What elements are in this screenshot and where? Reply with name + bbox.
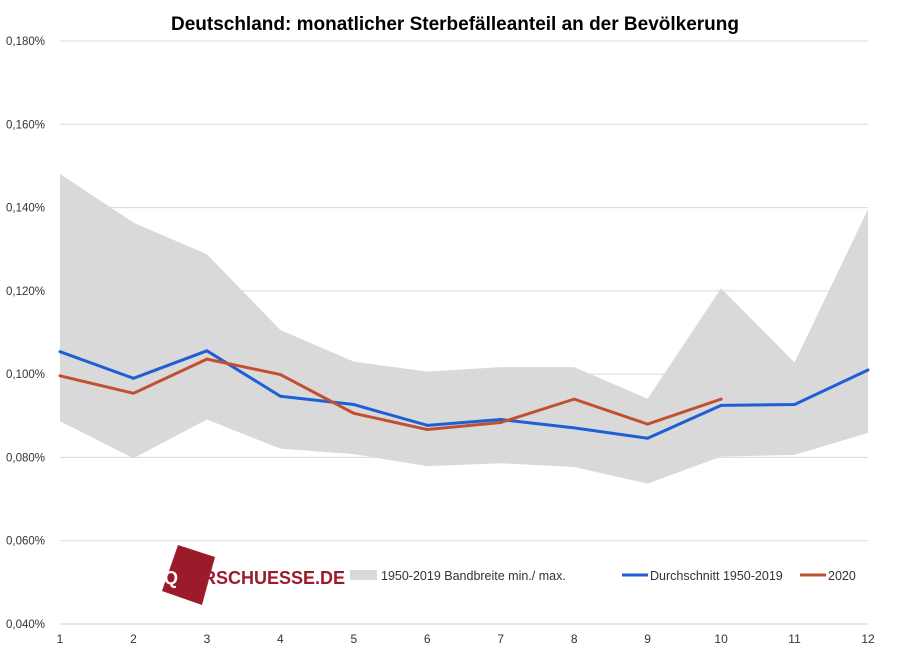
- y-tick-label: 0,160%: [6, 119, 45, 131]
- legend-swatch-band: [350, 570, 377, 580]
- logo-square-mark: [162, 545, 215, 605]
- band-area: [60, 173, 868, 484]
- data-point: [719, 403, 723, 407]
- y-tick-label: 0,060%: [6, 536, 45, 548]
- data-point: [572, 397, 576, 401]
- data-point: [499, 420, 503, 424]
- y-tick-label: 0,180%: [6, 36, 45, 48]
- y-tick-label: 0,040%: [6, 619, 45, 631]
- querschuesse-logo: QUERSCHUESSE.DE: [162, 545, 345, 605]
- x-tick-label: 1: [57, 632, 64, 646]
- x-tick-label: 4: [277, 632, 284, 646]
- data-point: [793, 403, 797, 407]
- series-group: [58, 349, 870, 440]
- x-tick-label: 6: [424, 632, 431, 646]
- data-point: [278, 394, 282, 398]
- legend-label-2020: 2020: [828, 569, 856, 583]
- legend-label-band: 1950-2019 Bandbreite min./ max.: [381, 569, 566, 583]
- series-line-durchschnitt: [59, 349, 869, 440]
- y-axis-ticks: 0,040% 0,060% 0,080% 0,100% 0,120% 0,140% 0,16…: [6, 36, 45, 631]
- data-point: [646, 422, 650, 426]
- data-point: [572, 426, 576, 430]
- band-area-group: [60, 173, 868, 484]
- data-point: [278, 373, 282, 377]
- legend-label-durchschnitt: Durchschnitt 1950-2019: [650, 569, 783, 583]
- data-point: [205, 349, 209, 353]
- data-point: [425, 428, 429, 432]
- data-point: [425, 423, 429, 427]
- data-point: [352, 403, 356, 407]
- data-point: [131, 376, 135, 380]
- data-point: [58, 350, 62, 354]
- y-tick-label: 0,080%: [6, 452, 45, 464]
- x-tick-label: 8: [571, 632, 578, 646]
- x-tick-label: 10: [714, 632, 728, 646]
- chart-title: Deutschland: monatlicher Sterbefälleante…: [171, 14, 739, 35]
- y-tick-label: 0,120%: [6, 286, 45, 298]
- x-tick-label: 5: [350, 632, 357, 646]
- x-tick-label: 12: [861, 632, 875, 646]
- x-tick-label: 3: [204, 632, 211, 646]
- data-point: [58, 374, 62, 378]
- x-axis-ticks: 1 2 3 4 5 6 7 8 9 10 11 12: [57, 632, 875, 646]
- y-tick-label: 0,140%: [6, 203, 45, 215]
- data-point: [131, 391, 135, 395]
- series-line-2020: [59, 357, 722, 432]
- data-point: [205, 357, 209, 361]
- x-tick-label: 9: [644, 632, 651, 646]
- logo-text-q: Q: [164, 568, 178, 588]
- y-tick-label: 0,100%: [6, 369, 45, 381]
- x-tick-label: 2: [130, 632, 137, 646]
- data-point: [499, 418, 503, 422]
- data-point: [866, 368, 870, 372]
- data-point: [352, 411, 356, 415]
- x-tick-label: 11: [788, 632, 801, 646]
- x-tick-label: 7: [497, 632, 504, 646]
- svg-text:QUERSCHUESSE.DE: QUERSCHUESSE.DE: [164, 568, 345, 588]
- data-point: [646, 436, 650, 440]
- legend: 1950-2019 Bandbreite min./ max. Durchsch…: [350, 569, 856, 583]
- data-point: [719, 397, 723, 401]
- logo-text: UERSCHUESSE.DE: [178, 568, 345, 588]
